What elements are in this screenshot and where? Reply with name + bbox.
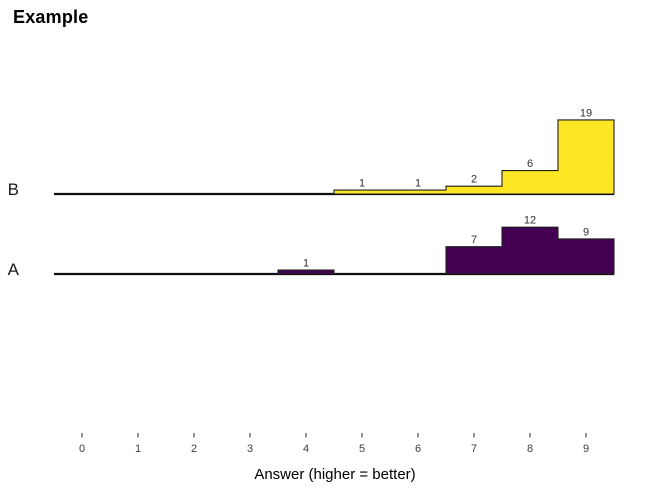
- x-tick-label-5: 5: [359, 443, 365, 455]
- count-label-A-9: 9: [583, 226, 589, 238]
- row-label-B: B: [8, 180, 19, 199]
- x-tick-label-0: 0: [79, 443, 85, 455]
- x-tick-label-4: 4: [303, 443, 309, 455]
- x-tick-label-7: 7: [471, 443, 477, 455]
- count-label-B-5: 1: [359, 178, 365, 190]
- count-label-B-7: 2: [471, 174, 477, 186]
- histogram-row-A: [54, 226, 615, 275]
- x-tick-label-2: 2: [191, 443, 197, 455]
- count-label-A-7: 7: [471, 234, 477, 246]
- count-label-A-8: 12: [524, 215, 536, 227]
- x-tick-label-1: 1: [135, 443, 141, 455]
- histogram-row-B: [54, 119, 615, 195]
- count-label-B-6: 1: [415, 178, 421, 190]
- x-tick-label-8: 8: [527, 443, 533, 455]
- count-label-A-4: 1: [303, 258, 309, 270]
- x-tick-label-9: 9: [583, 443, 589, 455]
- row-label-A: A: [8, 260, 20, 279]
- x-tick-label-6: 6: [415, 443, 421, 455]
- x-tick-label-3: 3: [247, 443, 253, 455]
- chart-title: Example: [13, 7, 89, 27]
- count-label-B-9: 19: [580, 107, 592, 119]
- x-axis-label: Answer (higher = better): [254, 466, 416, 483]
- count-label-B-8: 6: [527, 158, 533, 170]
